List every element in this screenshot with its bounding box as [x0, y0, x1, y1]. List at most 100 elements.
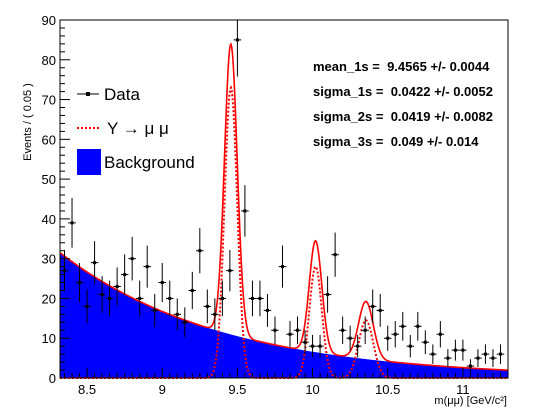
data-point: [466, 359, 475, 373]
data-marker: [78, 281, 82, 285]
data-point: [406, 334, 415, 358]
data-point: [263, 293, 272, 327]
data-marker: [153, 308, 157, 312]
data-marker: [213, 312, 217, 316]
data-marker: [258, 296, 262, 300]
data-marker: [108, 296, 112, 300]
data-point: [481, 344, 490, 364]
y-tick-label: 80: [42, 53, 56, 68]
data-point: [391, 321, 400, 348]
data-point: [459, 339, 467, 361]
x-tick-label: 11: [456, 382, 470, 397]
data-marker: [318, 344, 322, 348]
data-marker: [145, 265, 149, 269]
data-marker: [498, 352, 502, 356]
data-point: [383, 325, 392, 351]
param-sigma-2s: sigma_2s = 0.0419 +/- 0.0082: [313, 109, 493, 124]
data-point: [338, 316, 347, 345]
data-marker: [123, 273, 127, 277]
data-marker: [115, 285, 119, 289]
data-marker: [130, 257, 134, 261]
fit-parameters-box: mean_1s = 9.4565 +/- 0.0044 sigma_1s = 0…: [313, 59, 493, 149]
data-marker: [341, 328, 345, 332]
data-marker: [438, 332, 442, 336]
data-point: [60, 249, 69, 292]
x-tick-label: 9.5: [228, 382, 246, 397]
legend-background-swatch: [77, 149, 101, 175]
data-marker: [461, 348, 465, 352]
x-tick-label: 10: [305, 382, 319, 397]
data-point: [241, 185, 249, 237]
total-fit-curve: [59, 42, 509, 371]
data-marker: [183, 320, 187, 324]
y-tick-label: 90: [42, 13, 56, 28]
data-point: [68, 198, 76, 248]
data-point: [444, 349, 452, 368]
x-axis-title: m(μμ) [GeV/c²]: [434, 395, 507, 407]
data-marker: [70, 221, 74, 225]
data-point: [105, 280, 114, 317]
data-marker: [416, 324, 420, 328]
data-point: [346, 325, 354, 351]
data-marker: [228, 269, 232, 273]
data-point: [203, 289, 212, 324]
data-point: [143, 245, 151, 288]
data-marker: [408, 344, 412, 348]
data-marker: [100, 292, 104, 296]
data-point: [399, 311, 407, 341]
data-point: [436, 321, 445, 348]
param-sigma-1s: sigma_1s = 0.0422 +/- 0.0052: [313, 84, 493, 99]
data-marker: [476, 356, 480, 360]
data-point: [278, 245, 287, 288]
data-marker: [265, 308, 269, 312]
data-marker: [205, 304, 209, 308]
y-tick-label: 50: [42, 172, 56, 187]
data-point: [271, 316, 279, 345]
data-marker: [393, 332, 397, 336]
data-marker: [356, 344, 360, 348]
data-marker: [401, 324, 405, 328]
x-tick-label: 8.5: [78, 382, 96, 397]
data-marker: [288, 332, 292, 336]
data-point: [90, 241, 99, 285]
data-point: [353, 334, 362, 358]
y-tick-label: 30: [42, 252, 56, 267]
data-marker: [468, 364, 472, 368]
data-point: [75, 263, 84, 303]
background-fill: [60, 252, 508, 378]
data-marker: [431, 352, 435, 356]
data-point: [323, 276, 332, 313]
legend-entry-data: Data: [77, 85, 140, 104]
data-point: [451, 339, 460, 361]
data-point: [368, 289, 377, 324]
data-marker: [85, 304, 89, 308]
legend-data-marker: [86, 92, 90, 96]
data-marker: [175, 312, 179, 316]
data-marker: [311, 344, 315, 348]
data-marker: [243, 209, 247, 213]
data-marker: [386, 336, 390, 340]
data-point: [98, 276, 106, 313]
y-axis-title: Events / ( 0.05 ): [22, 83, 34, 161]
data-point: [421, 330, 430, 355]
data-marker: [453, 348, 457, 352]
data-point: [308, 334, 317, 358]
data-marker: [198, 249, 202, 253]
data-point: [188, 271, 197, 310]
y-tick-label: 10: [42, 331, 56, 346]
data-point: [301, 330, 309, 355]
data-marker: [333, 253, 337, 257]
y-tick-label: 60: [42, 132, 56, 147]
data-marker: [250, 296, 254, 300]
data-point: [248, 280, 257, 317]
legend-label-data: Data: [104, 85, 140, 104]
data-point: [135, 280, 144, 317]
legend-label-signal: Υ → μ μ: [107, 119, 169, 138]
x-tick-label: 9: [159, 382, 166, 397]
data-point: [376, 293, 384, 327]
data-marker: [363, 328, 367, 332]
plot-frame: [59, 19, 509, 379]
data-marker: [378, 308, 382, 312]
data-point: [83, 289, 91, 324]
